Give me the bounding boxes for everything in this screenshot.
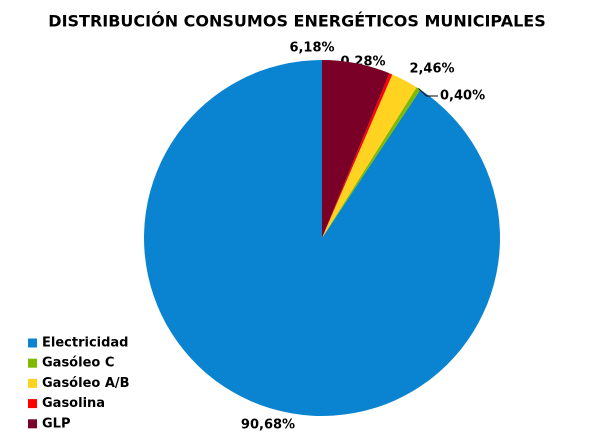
data-label: 90,68% xyxy=(241,418,295,433)
data-label: 0,40% xyxy=(440,89,485,104)
pie-slice xyxy=(322,60,390,238)
leader-line xyxy=(418,88,438,97)
legend-label: Electricidad xyxy=(42,336,129,351)
data-label: 6,18% xyxy=(289,41,334,56)
chart-title: DISTRIBUCIÓN CONSUMOS ENERGÉTICOS MUNICI… xyxy=(48,12,545,31)
legend-swatch xyxy=(28,338,37,348)
data-label: 2,46% xyxy=(409,62,454,77)
legend-swatch xyxy=(28,399,37,409)
legend-label: Gasóleo A/B xyxy=(42,376,130,391)
pie-slice xyxy=(322,87,421,238)
pie-slice xyxy=(322,74,417,238)
legend-swatch xyxy=(28,419,37,429)
pie-slice xyxy=(322,73,393,238)
legend-label: Gasóleo C xyxy=(42,356,114,371)
legend-label: Gasolina xyxy=(42,396,105,411)
legend-label: GLP xyxy=(42,416,70,431)
legend-swatch xyxy=(28,358,37,368)
legend-swatch xyxy=(28,378,37,388)
pie-slice xyxy=(144,60,501,417)
